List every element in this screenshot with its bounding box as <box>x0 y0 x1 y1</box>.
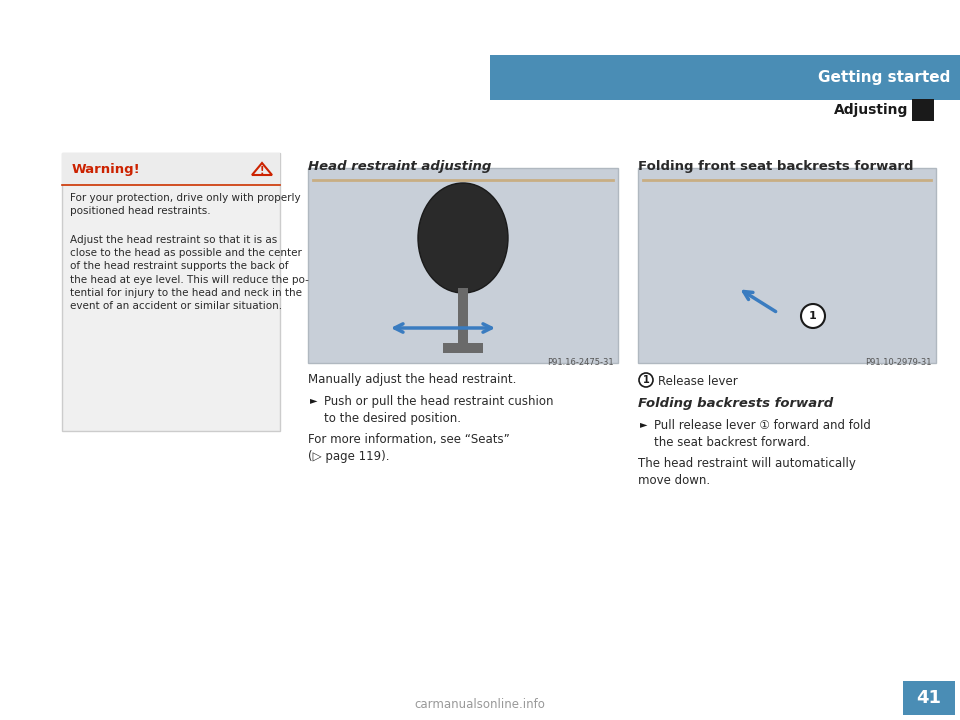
Bar <box>308 168 618 363</box>
Text: Folding front seat backrests forward: Folding front seat backrests forward <box>638 160 914 173</box>
Text: The head restraint will automatically
move down.: The head restraint will automatically mo… <box>638 457 856 487</box>
Text: For your protection, drive only with properly
positioned head restraints.: For your protection, drive only with pro… <box>70 193 300 216</box>
Text: For more information, see “Seats”
(▷ page 119).: For more information, see “Seats” (▷ pag… <box>308 433 510 463</box>
Text: P91.16-2475-31: P91.16-2475-31 <box>547 358 614 367</box>
Bar <box>62 153 280 185</box>
Bar <box>443 343 483 353</box>
Text: Folding backrests forward: Folding backrests forward <box>638 397 833 410</box>
Text: Adjust the head restraint so that it is as
close to the head as possible and the: Adjust the head restraint so that it is … <box>70 235 309 311</box>
Bar <box>638 168 936 363</box>
Bar <box>490 55 960 100</box>
Text: Manually adjust the head restraint.: Manually adjust the head restraint. <box>308 373 516 386</box>
Text: Pull release lever ① forward and fold
the seat backrest forward.: Pull release lever ① forward and fold th… <box>654 419 871 449</box>
Bar <box>62 153 280 431</box>
Ellipse shape <box>418 183 508 293</box>
Circle shape <box>639 373 653 387</box>
Text: P91.10-2979-31: P91.10-2979-31 <box>866 358 932 367</box>
Text: Head restraint adjusting: Head restraint adjusting <box>308 160 492 173</box>
Text: 41: 41 <box>917 689 942 707</box>
Text: 1: 1 <box>809 311 817 321</box>
Text: ►: ► <box>640 419 647 429</box>
Bar <box>912 99 934 121</box>
Circle shape <box>801 304 825 328</box>
Text: !: ! <box>260 166 264 176</box>
Text: Release lever: Release lever <box>658 375 737 388</box>
Text: Warning!: Warning! <box>72 163 141 176</box>
Text: 1: 1 <box>642 375 649 385</box>
Text: Getting started: Getting started <box>818 70 950 85</box>
Text: carmanualsonline.info: carmanualsonline.info <box>415 698 545 711</box>
Text: ►: ► <box>310 395 318 405</box>
Text: Push or pull the head restraint cushion
to the desired position.: Push or pull the head restraint cushion … <box>324 395 554 425</box>
Text: Adjusting: Adjusting <box>833 103 908 117</box>
Bar <box>903 681 955 715</box>
Bar <box>458 288 468 348</box>
